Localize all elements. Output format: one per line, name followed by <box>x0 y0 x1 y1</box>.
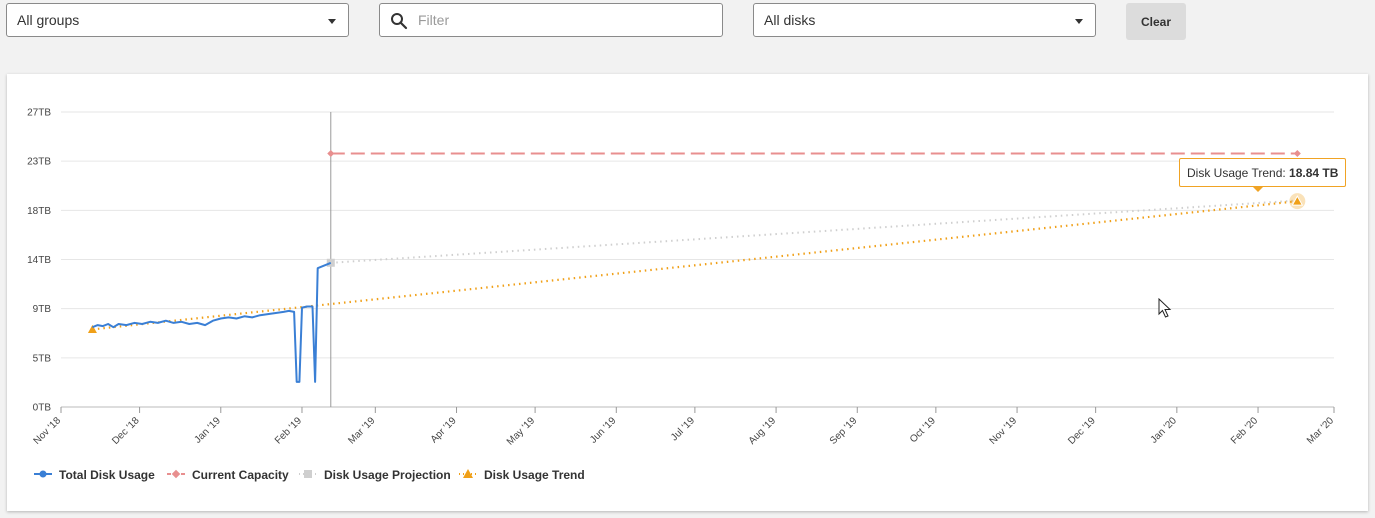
filter-placeholder: Filter <box>418 12 450 28</box>
chevron-down-icon <box>328 19 336 24</box>
y-tick-label: 27TB <box>27 108 51 119</box>
y-tick-label: 23TB <box>27 157 51 168</box>
projection-point <box>326 258 335 267</box>
groups-select-value: All groups <box>17 12 80 28</box>
x-tick-label: Sep '19 <box>828 415 860 447</box>
series-disk-usage-projection-line <box>330 199 1298 264</box>
x-tick-label: Oct '19 <box>908 415 938 445</box>
x-tick-label: Aug '19 <box>747 415 779 447</box>
gridlines <box>61 111 1334 359</box>
clear-button[interactable]: Clear <box>1126 3 1186 40</box>
disk-usage-chart: 0TB 5TB 9TB 14TB 18TB 23TB 27TB Nov '18 Dec '18… <box>27 108 1336 448</box>
x-tick-label: Mar '19 <box>346 415 377 446</box>
chart-panel: 0TB 5TB 9TB 14TB 18TB 23TB 27TB Nov '18 Dec '18… <box>7 74 1368 511</box>
y-tick-label: 9TB <box>33 304 52 315</box>
filter-input[interactable]: Filter <box>379 3 723 37</box>
x-tick-label: Jul '19 <box>669 415 697 443</box>
x-tick-label: Mar '20 <box>1305 415 1336 446</box>
chevron-down-icon <box>1075 19 1083 24</box>
x-tick-label: Jan '19 <box>193 415 224 446</box>
x-tick-label: Nov '18 <box>32 415 64 447</box>
x-tick-label: Nov '19 <box>988 415 1020 447</box>
y-tick-label: 0TB <box>33 403 52 414</box>
x-tick-label: Feb '19 <box>273 415 304 446</box>
x-tick-label: May '19 <box>505 415 538 448</box>
tooltip-arrow <box>1252 186 1264 192</box>
tooltip-value: 18.84 TB <box>1289 166 1339 180</box>
legend-label: Total Disk Usage <box>59 468 155 482</box>
x-tick-label: Jun '19 <box>588 415 619 446</box>
x-tick-label: Dec '18 <box>110 415 142 447</box>
legend-label: Current Capacity <box>192 468 289 482</box>
search-icon <box>391 13 408 30</box>
series-disk-usage-trend-line <box>92 200 1298 331</box>
legend-label: Disk Usage Trend <box>484 468 585 482</box>
x-tick-label: Feb '20 <box>1229 415 1260 446</box>
disks-select[interactable]: All disks <box>753 3 1096 37</box>
trend-point <box>1291 195 1304 206</box>
capacity-point <box>327 149 335 158</box>
tooltip-label: Disk Usage Trend: <box>1187 166 1290 180</box>
x-tick-label: Dec '19 <box>1066 415 1098 447</box>
y-tick-label: 18TB <box>27 206 51 217</box>
x-axis: Nov '18 Dec '18 Jan '19 Feb '19 Mar '19 Apr '… <box>32 406 1336 448</box>
x-tick-label: Jan '20 <box>1149 415 1180 446</box>
y-axis-labels: 0TB 5TB 9TB 14TB 18TB 23TB 27TB <box>27 108 51 414</box>
y-tick-label: 14TB <box>27 255 51 266</box>
groups-select[interactable]: All groups <box>6 3 349 37</box>
series-total-disk-usage-line <box>92 261 332 383</box>
trend-point <box>87 324 97 334</box>
mouse-cursor-icon <box>1158 298 1172 318</box>
legend-label: Disk Usage Projection <box>324 468 451 482</box>
x-tick-label: Apr '19 <box>429 415 459 445</box>
y-tick-label: 5TB <box>33 353 52 364</box>
plot-area <box>87 112 1306 407</box>
disks-select-value: All disks <box>764 12 816 28</box>
tooltip: Disk Usage Trend: 18.84 TB <box>1179 158 1347 192</box>
capacity-point <box>1293 149 1301 158</box>
